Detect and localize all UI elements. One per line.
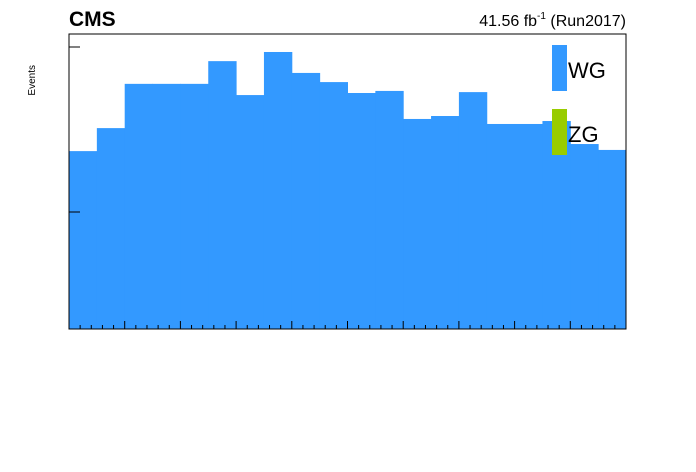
bar [291, 72, 321, 329]
legend-label: WG [568, 58, 606, 83]
bar [431, 116, 460, 329]
bar [542, 121, 571, 330]
lumi-label: 41.56 fb-1 (Run2017) [479, 11, 626, 30]
bar [236, 95, 265, 329]
legend: WG ZG [552, 45, 606, 155]
bars [69, 51, 627, 330]
legend-swatch [552, 109, 567, 155]
bar [598, 149, 627, 329]
bar [152, 83, 181, 329]
bar [208, 61, 237, 329]
bar [403, 118, 432, 330]
lumi-run: (Run2017) [546, 13, 626, 30]
bar [514, 123, 543, 329]
x-ticks [79, 321, 616, 329]
bar [347, 93, 376, 329]
bar [458, 92, 488, 330]
bar [69, 151, 98, 329]
bar [570, 144, 599, 329]
y-axis-label: Events [27, 65, 38, 96]
bar [124, 83, 154, 329]
bar [486, 123, 516, 329]
bar [263, 51, 293, 330]
legend-swatch [552, 45, 567, 91]
bar [375, 90, 404, 329]
bar [180, 83, 209, 329]
chart-title: CMS [69, 8, 116, 31]
bar [319, 82, 348, 330]
legend-label: ZG [568, 122, 599, 147]
bar [96, 128, 126, 329]
lumi-exponent: -1 [537, 11, 546, 22]
lumi-value: 41.56 fb [479, 13, 537, 30]
